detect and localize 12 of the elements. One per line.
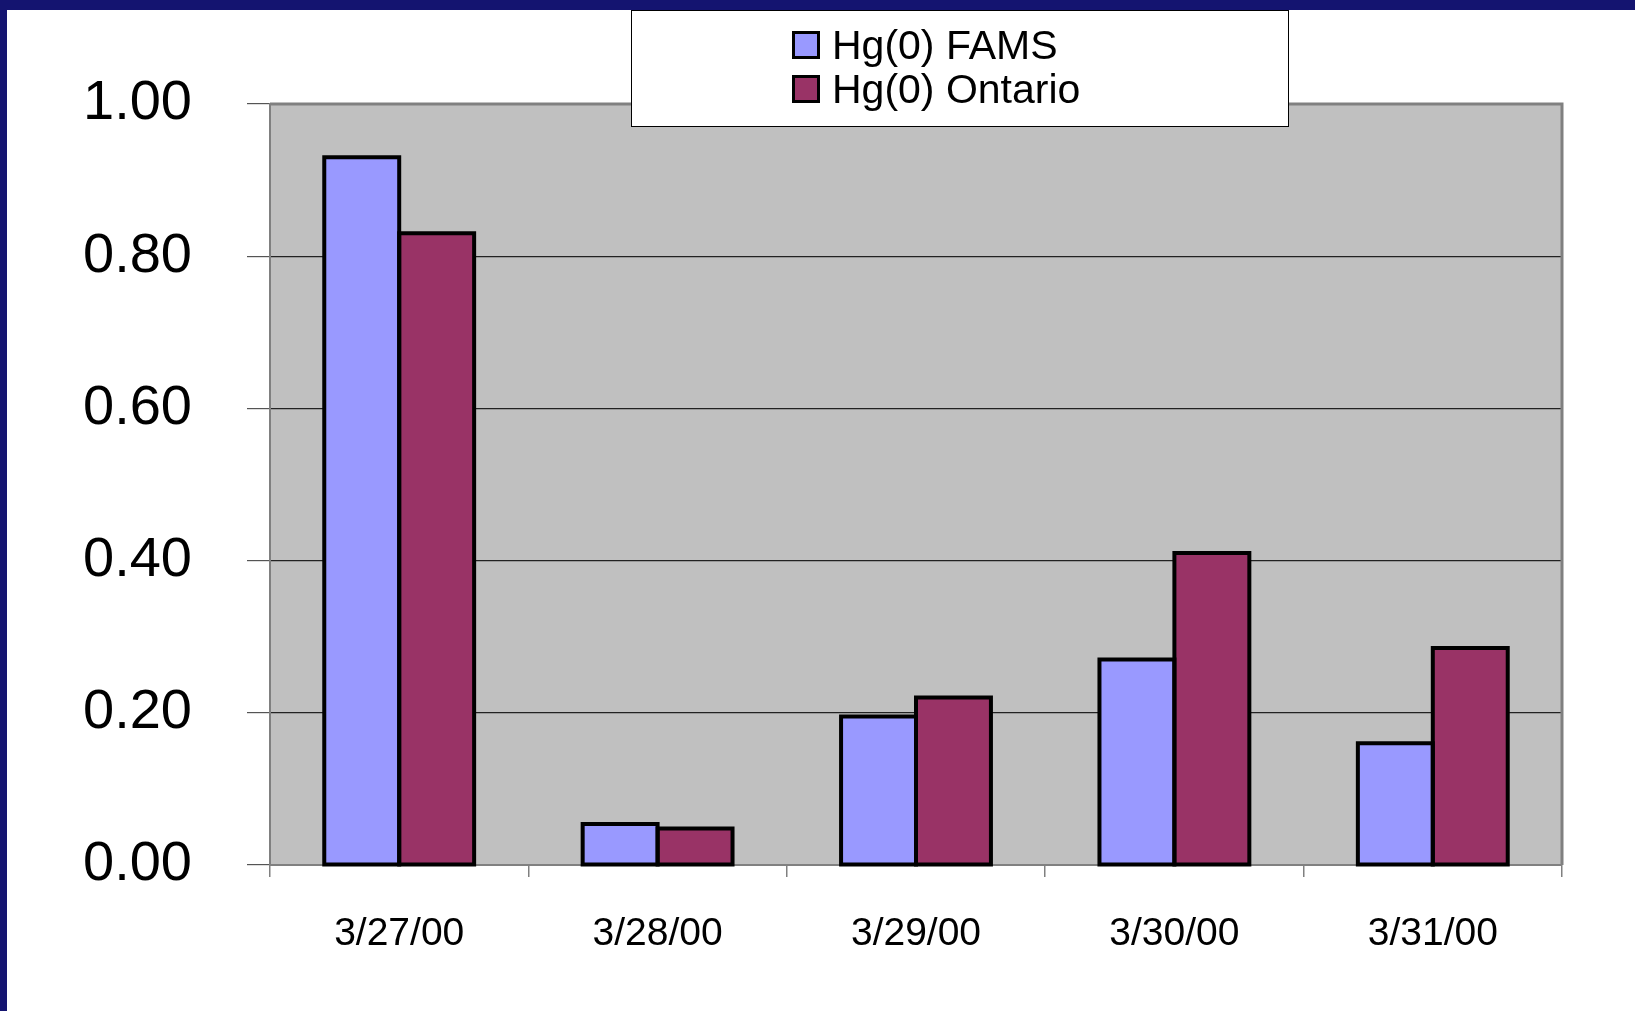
y-tick-label: 1.00 — [83, 68, 192, 132]
y-tick-label: 0.00 — [83, 829, 192, 893]
x-tick-label: 3/27/00 — [334, 910, 465, 954]
x-tick-label: 3/28/00 — [592, 910, 723, 954]
y-tick-label: 0.40 — [83, 525, 192, 589]
x-tick-label: 3/31/00 — [1367, 910, 1498, 954]
x-tick-label: 3/30/00 — [1109, 910, 1240, 954]
y-tick-label: 0.20 — [83, 677, 192, 741]
y-tick-label: 0.60 — [83, 372, 192, 436]
x-tick-label: 3/29/00 — [850, 910, 982, 954]
legend-label: Hg(0) FAMS — [832, 21, 1058, 68]
y-tick-label: 0.80 — [83, 220, 192, 284]
